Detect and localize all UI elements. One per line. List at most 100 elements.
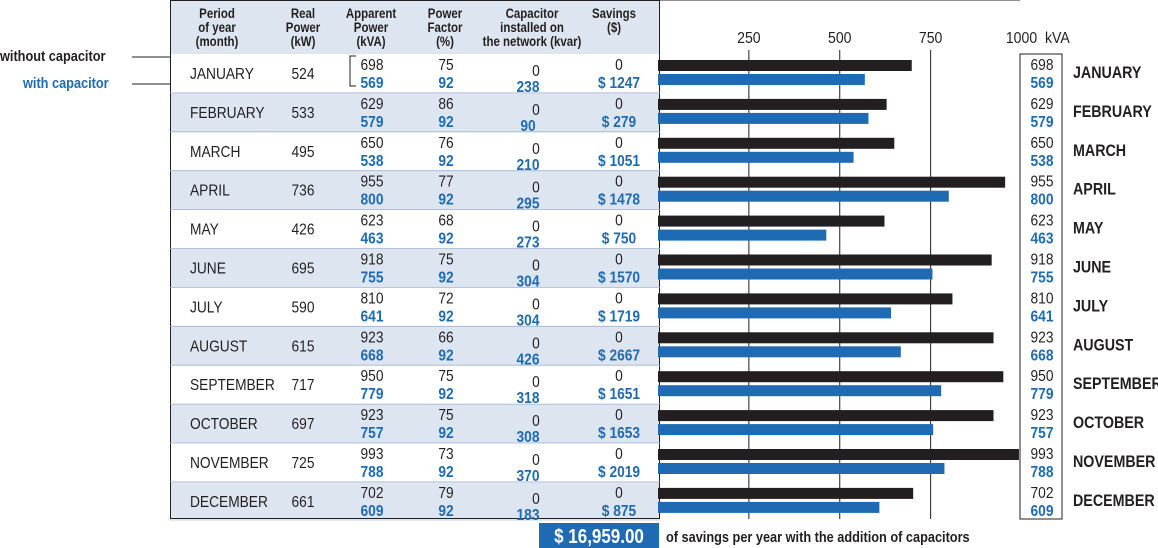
apparent-power-without: 923 (361, 406, 384, 424)
power-factor-with: 92 (438, 113, 453, 131)
capacitor-without: 0 (532, 179, 540, 197)
month-label: JUNE (190, 260, 226, 278)
bar-value-without: 918 (1031, 251, 1054, 269)
savings-without: 0 (615, 406, 623, 424)
bar-value-with: 788 (1031, 463, 1054, 481)
column-header-0: of year (198, 20, 236, 35)
savings-with: $ 750 (602, 230, 636, 248)
bar-with-capacitor (658, 501, 880, 513)
category-label: JUNE (1073, 258, 1111, 276)
table-row-bg (170, 404, 660, 443)
capacitor-with: 370 (517, 467, 540, 485)
apparent-power-without: 623 (361, 212, 384, 230)
apparent-power-without: 923 (361, 328, 384, 346)
apparent-power-without: 629 (361, 95, 384, 113)
savings-with: $ 279 (602, 113, 636, 131)
x-tick-label: 1000 (1006, 29, 1037, 47)
month-label: OCTOBER (190, 415, 258, 433)
column-header-3: (%) (436, 34, 454, 49)
capacitor-with: 318 (517, 389, 540, 407)
savings-without: 0 (615, 445, 623, 463)
real-power-cell: 590 (292, 298, 315, 316)
capacitor-with: 90 (520, 117, 535, 135)
month-label: JANUARY (190, 65, 254, 83)
power-factor-without: 75 (438, 367, 453, 385)
bar-without-capacitor (658, 137, 895, 149)
table-row-bg (170, 170, 660, 210)
power-factor-with: 92 (438, 346, 453, 364)
bar-without-capacitor (658, 371, 1004, 383)
bar-value-with: 538 (1031, 152, 1054, 170)
real-power-cell: 426 (292, 221, 315, 239)
bar-value-without: 993 (1031, 445, 1054, 463)
legend-with-label: with capacitor (22, 74, 109, 91)
real-power-cell: 697 (292, 415, 315, 433)
apparent-power-without: 993 (361, 445, 384, 463)
apparent-power-with: 779 (361, 385, 384, 403)
bar-value-with: 463 (1031, 230, 1054, 248)
power-factor-without: 86 (438, 95, 453, 113)
savings-without: 0 (615, 56, 623, 74)
bar-value-with: 579 (1031, 113, 1054, 131)
x-tick-label: 750 (919, 29, 942, 47)
apparent-power-without: 810 (361, 289, 384, 307)
bar-without-capacitor (658, 487, 914, 499)
column-header-5: ($) (607, 20, 621, 35)
capacitor-without: 0 (532, 140, 540, 158)
power-factor-without: 66 (438, 328, 453, 346)
category-label: DECEMBER (1073, 492, 1155, 510)
legend-without-label: without capacitor (0, 47, 106, 64)
power-factor-with: 92 (438, 74, 453, 92)
bar-value-without: 702 (1031, 484, 1054, 502)
bar-value-with: 755 (1031, 269, 1054, 287)
real-power-cell: 615 (292, 337, 315, 355)
capacitor-with: 238 (517, 78, 540, 96)
bar-value-without: 698 (1031, 56, 1054, 74)
column-header-4: installed on (500, 20, 564, 35)
month-label: APRIL (190, 182, 230, 200)
column-header-1: (kW) (291, 34, 316, 49)
apparent-power-with: 755 (361, 269, 384, 287)
power-factor-without: 73 (438, 445, 453, 463)
bar-with-capacitor (658, 346, 901, 358)
capacitor-without: 0 (532, 451, 540, 469)
bar-with-capacitor (658, 229, 827, 241)
power-factor-without: 75 (438, 406, 453, 424)
bar-value-without: 623 (1031, 212, 1054, 230)
bar-value-with: 757 (1031, 424, 1054, 442)
month-label: SEPTEMBER (190, 376, 275, 394)
power-factor-with: 92 (438, 269, 453, 287)
capacitor-without: 0 (532, 412, 540, 430)
x-tick-label: 250 (737, 29, 760, 47)
bar-with-capacitor (658, 74, 865, 85)
month-label: AUGUST (190, 337, 247, 355)
capacitor-without: 0 (532, 334, 540, 352)
power-factor-without: 75 (438, 56, 453, 74)
table-row-bg (170, 248, 660, 288)
bar-value-without: 923 (1031, 328, 1054, 346)
power-factor-with: 92 (438, 152, 453, 170)
table-header-bg (170, 0, 660, 54)
bar-with-capacitor (658, 190, 949, 202)
column-header-1: Real (291, 6, 315, 21)
savings-with: $ 1478 (598, 191, 640, 209)
column-header-2: Apparent (346, 6, 397, 21)
capacitor-without: 0 (532, 490, 540, 508)
bar-with-capacitor (658, 151, 854, 163)
capacitor-with: 295 (517, 195, 540, 213)
apparent-power-without: 955 (361, 173, 384, 191)
apparent-power-with: 538 (361, 152, 384, 170)
month-label: DECEMBER (190, 493, 268, 511)
savings-without: 0 (615, 95, 623, 113)
category-label: MAY (1073, 220, 1104, 238)
apparent-power-without: 702 (361, 484, 384, 502)
category-label: FEBRUARY (1073, 103, 1152, 121)
power-factor-with: 92 (438, 463, 453, 481)
category-label: OCTOBER (1073, 414, 1144, 432)
real-power-cell: 524 (292, 65, 315, 83)
savings-without: 0 (615, 173, 623, 191)
power-factor-with: 92 (438, 230, 453, 248)
savings-without: 0 (615, 134, 623, 152)
apparent-power-with: 668 (361, 346, 384, 364)
